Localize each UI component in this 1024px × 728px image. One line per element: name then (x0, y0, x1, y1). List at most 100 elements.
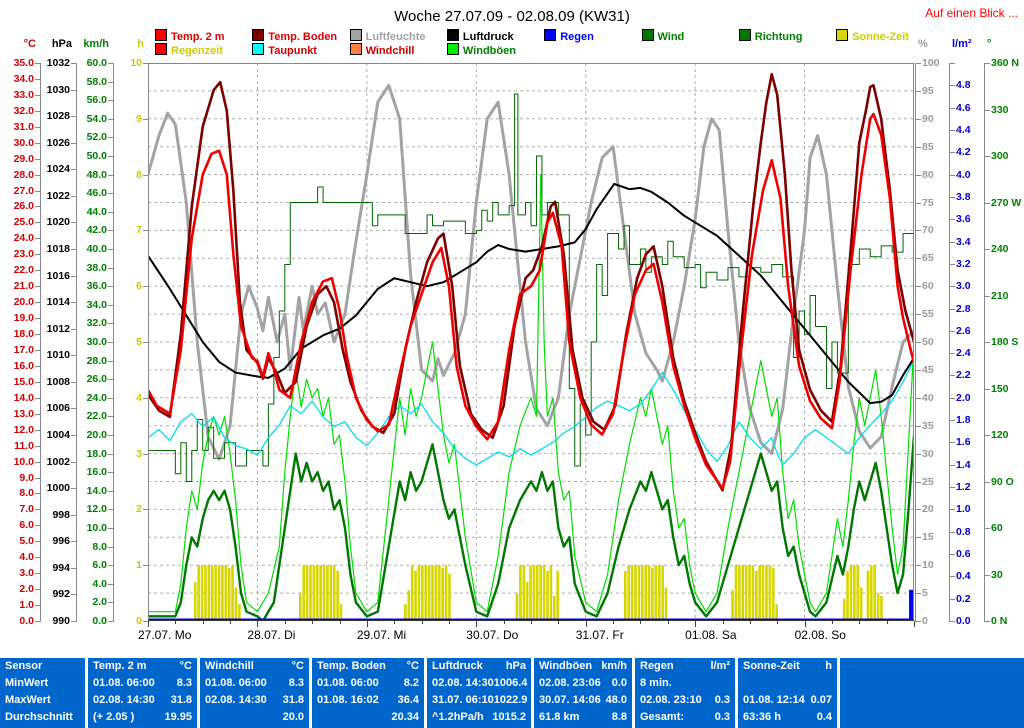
x-axis-day-label: 30.07. Do (466, 628, 519, 642)
x-axis-tick (366, 621, 368, 627)
axis-tick (35, 493, 40, 495)
axis-tick-label: 1020 (46, 216, 70, 229)
x-axis-tick (585, 621, 587, 627)
stat-header: Temp. 2 m °C (88, 658, 197, 675)
axis-tick-label: 32.0 (86, 317, 107, 330)
axis-tick (950, 487, 955, 489)
axis-tick (71, 514, 76, 516)
axis-tick-label: 1006 (46, 402, 70, 415)
legend-item-sonne-zeit[interactable]: Sonne-Zeit (836, 29, 909, 43)
sun-hours-bar (765, 565, 768, 620)
axis-tick (985, 574, 990, 576)
x-axis-tick (394, 621, 396, 624)
axis-tick-label: 992 (52, 588, 70, 601)
axis-tick (985, 109, 990, 111)
x-axis-tick (667, 621, 669, 624)
legend-item-luftfeuchte[interactable]: Luftfeuchte (349, 29, 425, 43)
axis-tick-label: 6 (136, 280, 142, 293)
axis-tick-label: 4.0 (19, 551, 34, 564)
axis-tick (71, 567, 76, 569)
legend-item-temp-boden[interactable]: Temp. Boden (252, 29, 337, 43)
legend-item-windb-en[interactable]: Windböen (446, 43, 516, 57)
legend-item-regen[interactable]: Regen (544, 29, 594, 43)
axis-tick-label: 330 (991, 103, 1009, 116)
axis-tick-label: 17.0 (13, 343, 34, 356)
legend-item-taupunkt[interactable]: Taupunkt (252, 43, 317, 57)
axis-tick-label: 1008 (46, 375, 70, 388)
axis-tick-label: 0.2 (956, 592, 971, 605)
legend-label: Regenzeit (171, 45, 223, 57)
legend-label: Regen (560, 31, 594, 43)
axis-tick (108, 249, 113, 250)
cell-value: 0.07 (810, 694, 832, 706)
axis-tick (71, 169, 76, 171)
axis-tick (985, 249, 990, 250)
axis-tick (35, 78, 40, 80)
axis-tick (950, 174, 955, 176)
axis-tick-label: 35 (922, 419, 934, 432)
legend-label: Sonne-Zeit (852, 31, 909, 43)
axis-tick (108, 323, 113, 325)
axis-tick (108, 397, 113, 399)
axis-tick (143, 118, 148, 120)
quick-view-link[interactable]: Auf einen Blick ... (925, 6, 1018, 20)
axis-tick (108, 546, 113, 548)
stat-column-sonne-zeit: Sonne-Zeit h 01.08. 12:14 0.07 63:36 h 0.4 (738, 658, 840, 728)
axis-tick (108, 379, 113, 381)
legend-label: Taupunkt (268, 45, 317, 57)
sun-hours-bar (197, 565, 200, 620)
axis-header-deg: ° (987, 38, 992, 50)
axis-tick (35, 621, 40, 622)
legend-item-luftdruck[interactable]: Luftdruck (446, 29, 514, 43)
axis-tick-label: 70 (922, 224, 934, 237)
sun-hours-bar (647, 565, 651, 620)
axis-tick (71, 541, 76, 543)
sun-hours-bar (744, 565, 748, 620)
stat-max: 02.08. 23:10 0.3 (635, 692, 735, 709)
legend-item-temp-2-m[interactable]: Temp. 2 m (155, 29, 225, 43)
axis-tick-label: 1014 (46, 296, 70, 309)
axis-tick (985, 435, 990, 436)
axis-tick-label: 210 (991, 289, 1009, 302)
legend-item-regenzeit[interactable]: Regenzeit (155, 43, 223, 57)
sun-hours-bar (217, 565, 221, 620)
axis-tick (916, 258, 921, 260)
sun-hours-bar (657, 565, 661, 620)
cell-value: h (825, 660, 832, 672)
axis-tick (108, 230, 113, 232)
cell-text: Temp. Boden (317, 660, 386, 672)
sun-hours-bar (624, 570, 627, 620)
axis-tick (950, 442, 955, 444)
axis-tick-label: 12.0 (13, 423, 34, 436)
legend-swatch-taupunkt (252, 43, 265, 55)
axis-tick-label: 4.0 (92, 577, 107, 590)
sun-hours-bar (755, 570, 758, 620)
sun-hours-bar (238, 604, 241, 620)
x-axis-tick (202, 621, 204, 624)
x-axis-tick (558, 621, 560, 624)
axis-tick-label: 18.0 (86, 447, 107, 460)
axis-tick (916, 397, 921, 399)
legend-item-windchill[interactable]: Windchill (349, 43, 414, 57)
sun-hours-bar (221, 565, 224, 620)
axis-tick (71, 621, 76, 622)
x-axis-tick (476, 621, 478, 627)
axis-tick-label: 3.0 (956, 280, 971, 293)
sun-hours-bar (842, 598, 846, 620)
axis-tick (71, 302, 76, 304)
axis-tick-label: 50 (922, 336, 934, 348)
axis-tick (108, 472, 113, 474)
cell-text: 02.08. 14:30 (205, 694, 267, 706)
axis-tick (35, 445, 40, 447)
stat-min: 01.08. 06:00 8.3 (200, 675, 309, 692)
legend-item-wind[interactable]: Wind (641, 29, 684, 43)
stat-min: 01.08. 06:00 8.2 (312, 675, 424, 692)
legend-item-richtung[interactable]: Richtung (738, 29, 802, 43)
axis-tick-label: 10.0 (13, 455, 34, 468)
axis-tick-label: 56.0 (86, 94, 107, 107)
axis-tick-label: 26.0 (13, 200, 34, 213)
axis-tick-label: 32.0 (13, 104, 34, 117)
sun-hours-bar (634, 565, 637, 620)
sun-hours-bar (214, 565, 217, 620)
